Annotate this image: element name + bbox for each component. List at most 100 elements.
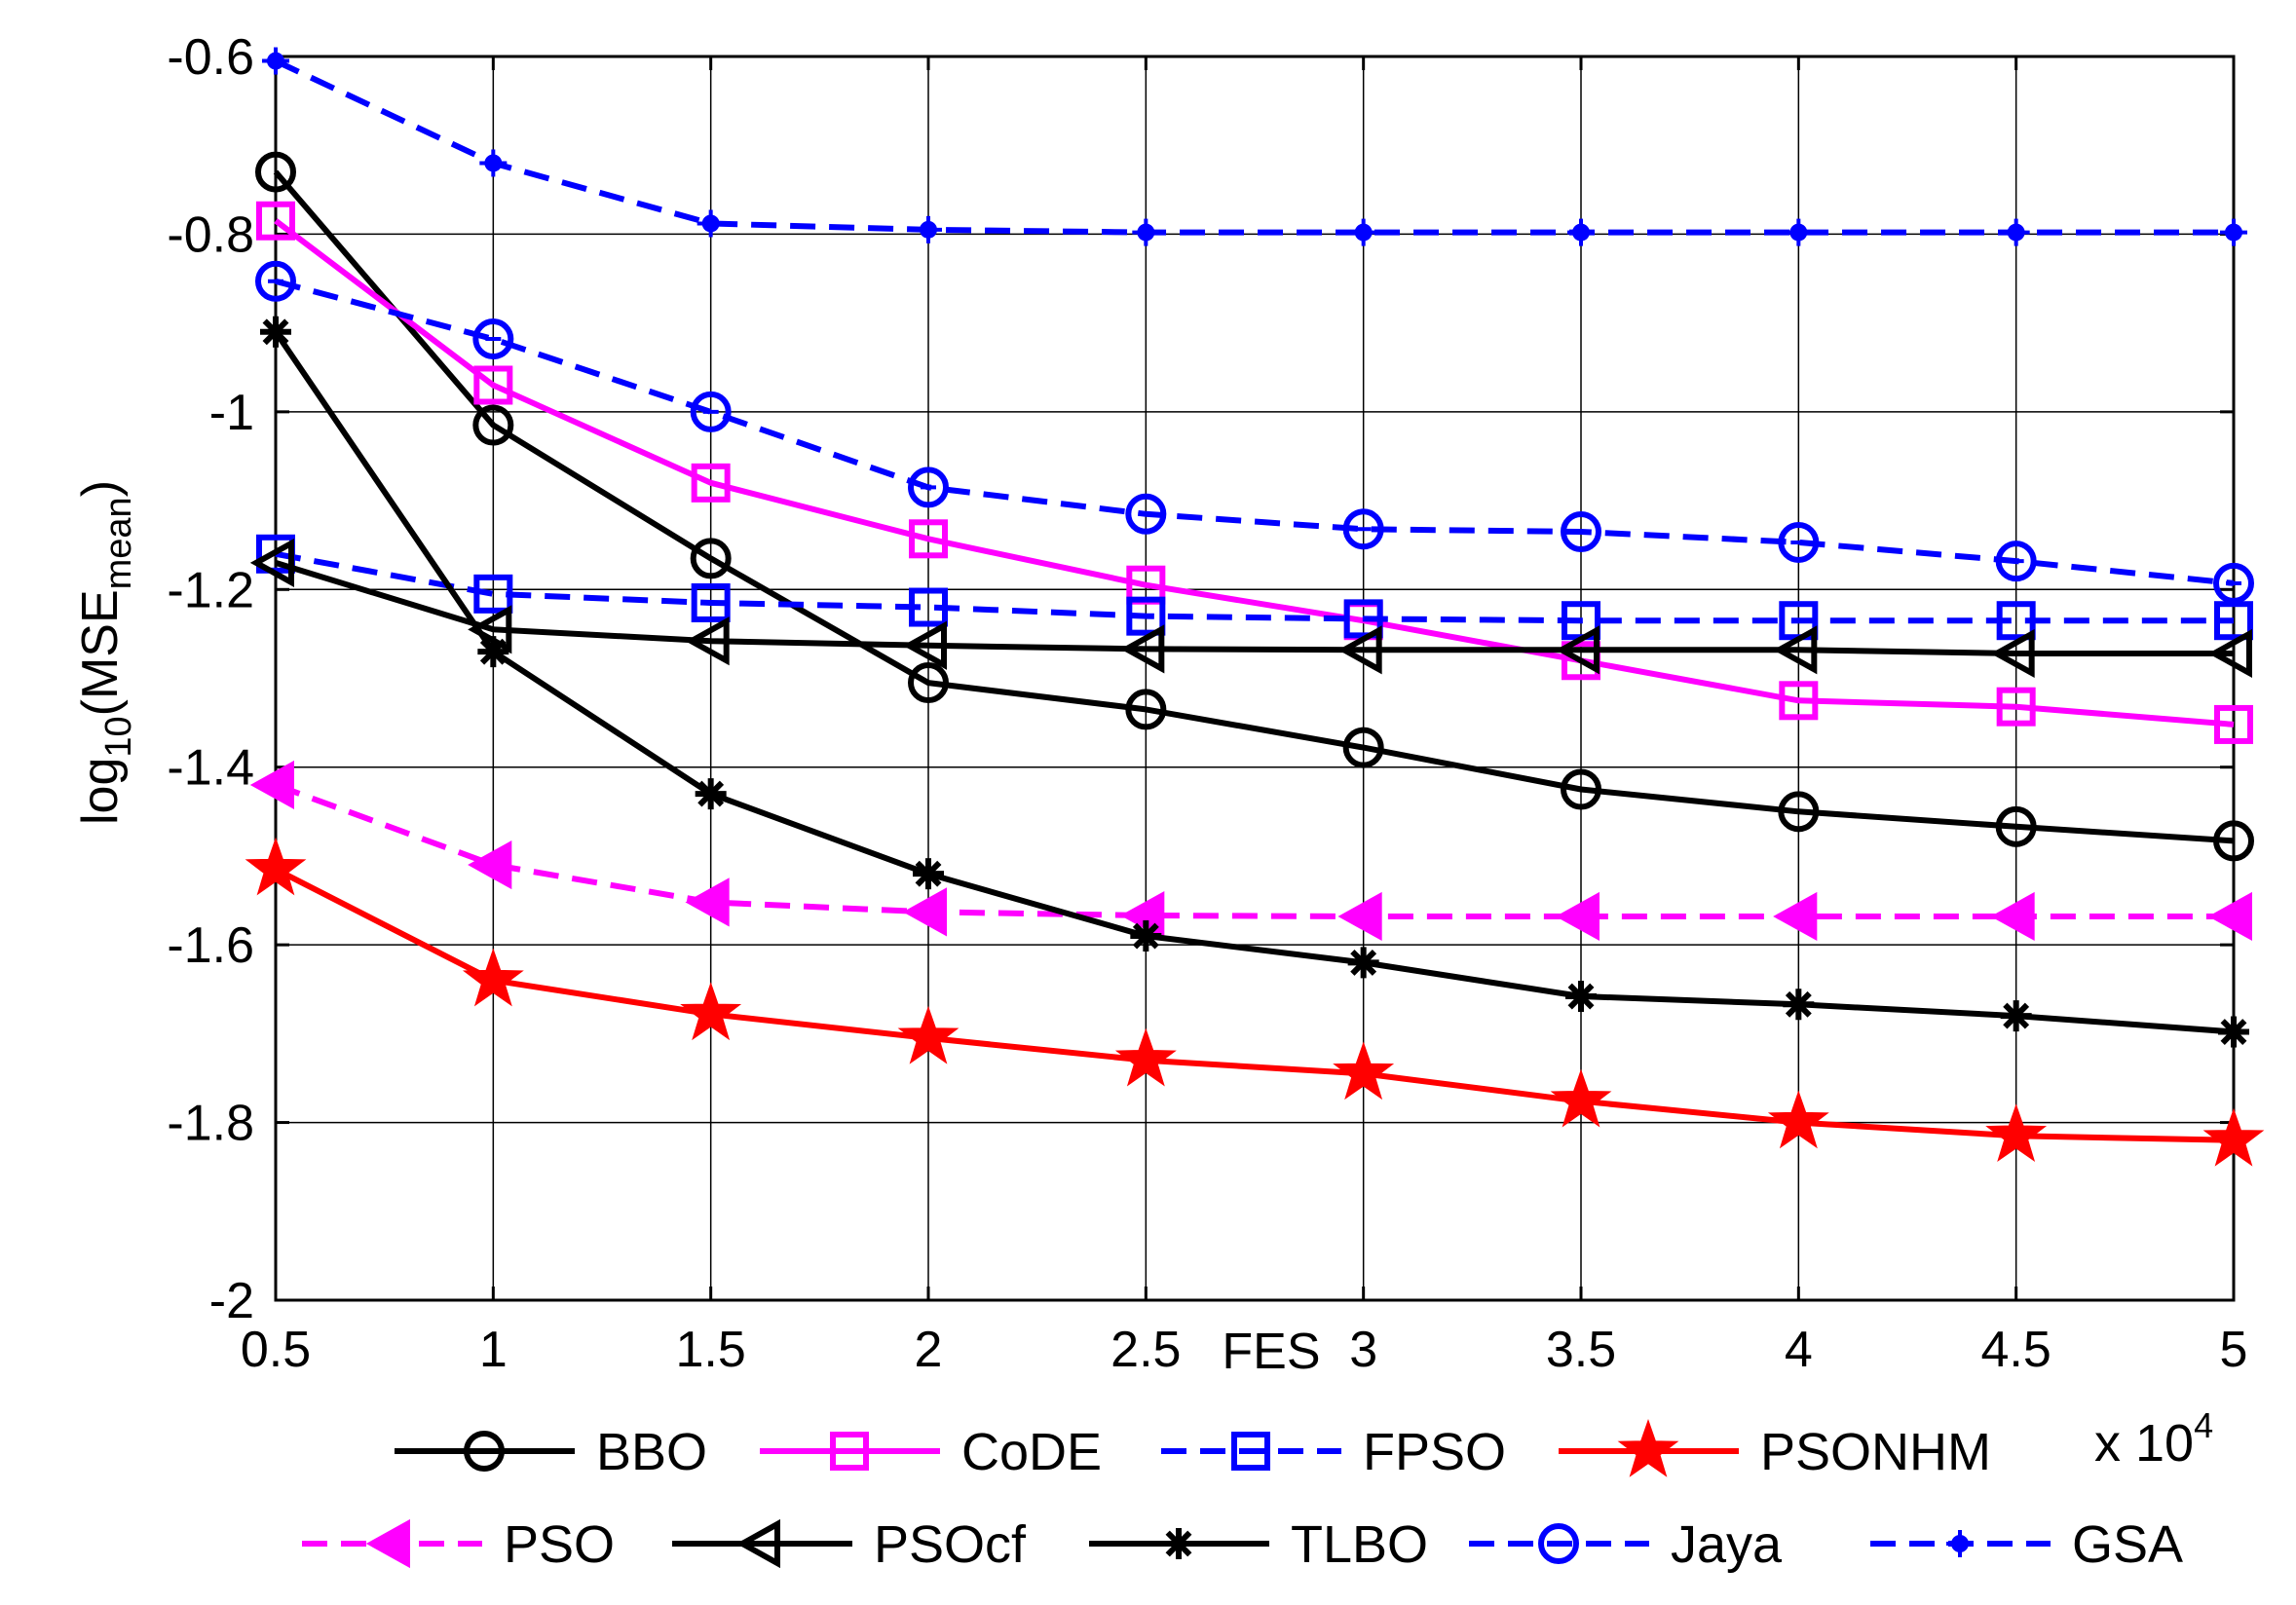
y-tick-label: -2	[209, 1273, 254, 1329]
series-lines	[245, 47, 2265, 1167]
data-point-psocf	[685, 616, 730, 666]
data-point-tlbo	[2000, 1000, 2032, 1032]
x-tick-label: 3.5	[1546, 1322, 1616, 1378]
marker-ring	[908, 467, 949, 508]
x-multiplier-exp: 4	[2194, 1405, 2213, 1445]
legend-label-psonhm: PSONHM	[1760, 1423, 1991, 1481]
data-point-pso	[1773, 891, 1818, 942]
marker-ring	[690, 391, 732, 432]
data-point-psonhm	[1333, 1041, 1395, 1101]
series-code	[256, 201, 2253, 744]
asterisk-stroke	[1350, 949, 1377, 976]
x-tick-label: 2.5	[1110, 1322, 1181, 1378]
y-label-inner-sub: mean	[98, 497, 139, 589]
asterisk-stroke	[697, 780, 725, 807]
y-label-close: )	[72, 480, 129, 497]
data-point-gsa	[2002, 218, 2030, 246]
data-point-gsa	[1567, 218, 1595, 246]
asterisk-stroke	[1165, 1530, 1192, 1557]
asterisk-stroke	[479, 638, 507, 665]
marker-ring	[255, 260, 296, 302]
data-point-psonhm	[245, 837, 307, 896]
data-point-gsa	[1785, 218, 1813, 246]
series-line-psocf	[275, 560, 2234, 656]
y-tick-label: -1	[209, 385, 254, 441]
data-point-pso	[1990, 891, 2035, 942]
series-tlbo	[260, 316, 2249, 1048]
data-point-bbo	[1561, 768, 1601, 810]
data-point-fpso	[1343, 599, 1383, 639]
legend-entry-tlbo: TLBO	[1089, 1515, 1428, 1574]
legend-label-code: CoDE	[961, 1423, 1102, 1481]
data-point-fpso	[691, 582, 731, 622]
legend-label-tlbo: TLBO	[1291, 1515, 1428, 1574]
data-point-bbo	[1125, 689, 1167, 730]
legend-marker-psonhm	[1617, 1418, 1679, 1477]
legend-label-fpso: FPSO	[1363, 1423, 1506, 1481]
series-line-tlbo	[273, 330, 2235, 1035]
legend-marker-psocf	[735, 1518, 780, 1569]
data-point-tlbo	[695, 778, 727, 810]
data-point-pso	[468, 840, 512, 890]
series-line-gsa	[274, 57, 2234, 236]
y-label-open: (MSE	[72, 589, 129, 716]
legend-entry-code: CoDE	[760, 1423, 1102, 1481]
data-point-psonhm	[1985, 1103, 2048, 1162]
y-tick-label: -1.8	[167, 1096, 254, 1152]
series-psocf	[249, 538, 2252, 679]
legend-label-psocf: PSOcf	[874, 1515, 1027, 1574]
marker-ring	[472, 318, 514, 360]
data-point-jaya	[1342, 508, 1384, 550]
legend-entry-psonhm: PSONHM	[1559, 1418, 1991, 1481]
y-tick-label: -0.6	[167, 29, 254, 86]
legend-label-bbo: BBO	[596, 1423, 707, 1481]
data-point-code	[256, 201, 295, 241]
marker-ring	[1342, 508, 1384, 550]
data-point-psocf	[249, 538, 294, 588]
marker-ring	[1995, 541, 2037, 582]
series-gsa	[262, 47, 2247, 246]
y-label-base: log	[72, 758, 129, 825]
data-point-pso	[685, 877, 730, 927]
data-point-jaya	[908, 467, 949, 508]
data-point-bbo	[908, 662, 949, 704]
legend-marker-tlbo	[1163, 1528, 1194, 1559]
legend-marker-fpso	[1231, 1432, 1270, 1471]
data-point-jaya	[2213, 562, 2254, 604]
data-point-jaya	[1561, 510, 1601, 552]
data-point-fpso	[2214, 601, 2253, 641]
x-multiplier: x 104	[2094, 1405, 2213, 1473]
data-point-psocf	[1990, 628, 2035, 679]
data-point-bbo	[1995, 805, 2037, 847]
series-line-fpso	[275, 550, 2234, 624]
data-point-code	[1779, 681, 1819, 721]
data-point-psonhm	[462, 948, 524, 1007]
data-point-gsa	[915, 215, 942, 243]
data-point-pso	[1337, 891, 1382, 942]
x-tick-label: 0.5	[241, 1322, 311, 1378]
series-jaya	[255, 260, 2254, 604]
data-point-code	[473, 365, 513, 405]
data-point-psonhm	[897, 1005, 960, 1064]
series-pso	[249, 760, 2252, 942]
legend-marker-bbo	[464, 1431, 505, 1472]
axis-ticks: 0.5 1 1.5 2 2.5 3 3.5 4 4.5 5 -0.6 -0.8 -1 -1.2 -1.4 -1…	[167, 29, 2247, 1378]
data-point-tlbo	[913, 858, 944, 890]
data-point-psonhm	[1550, 1068, 1612, 1128]
data-point-code	[1996, 687, 2036, 727]
data-point-gsa	[2220, 218, 2247, 246]
asterisk-stroke	[2003, 1002, 2030, 1029]
svg-text:x 104: x 104	[2094, 1405, 2213, 1473]
data-point-code	[909, 519, 948, 559]
x-axis-label: FES	[1222, 1324, 1320, 1380]
asterisk-stroke	[1132, 922, 1159, 950]
data-point-tlbo	[477, 636, 509, 668]
x-tick-label: 4.5	[1981, 1322, 2051, 1378]
legend-marker-gsa	[1946, 1530, 1974, 1557]
x-tick-label: 1.5	[676, 1322, 746, 1378]
data-point-bbo	[1778, 791, 1820, 833]
x-tick-label: 4	[1785, 1322, 1813, 1378]
y-tick-label: -1.4	[167, 740, 254, 797]
y-tick-label: -1.6	[167, 917, 254, 974]
